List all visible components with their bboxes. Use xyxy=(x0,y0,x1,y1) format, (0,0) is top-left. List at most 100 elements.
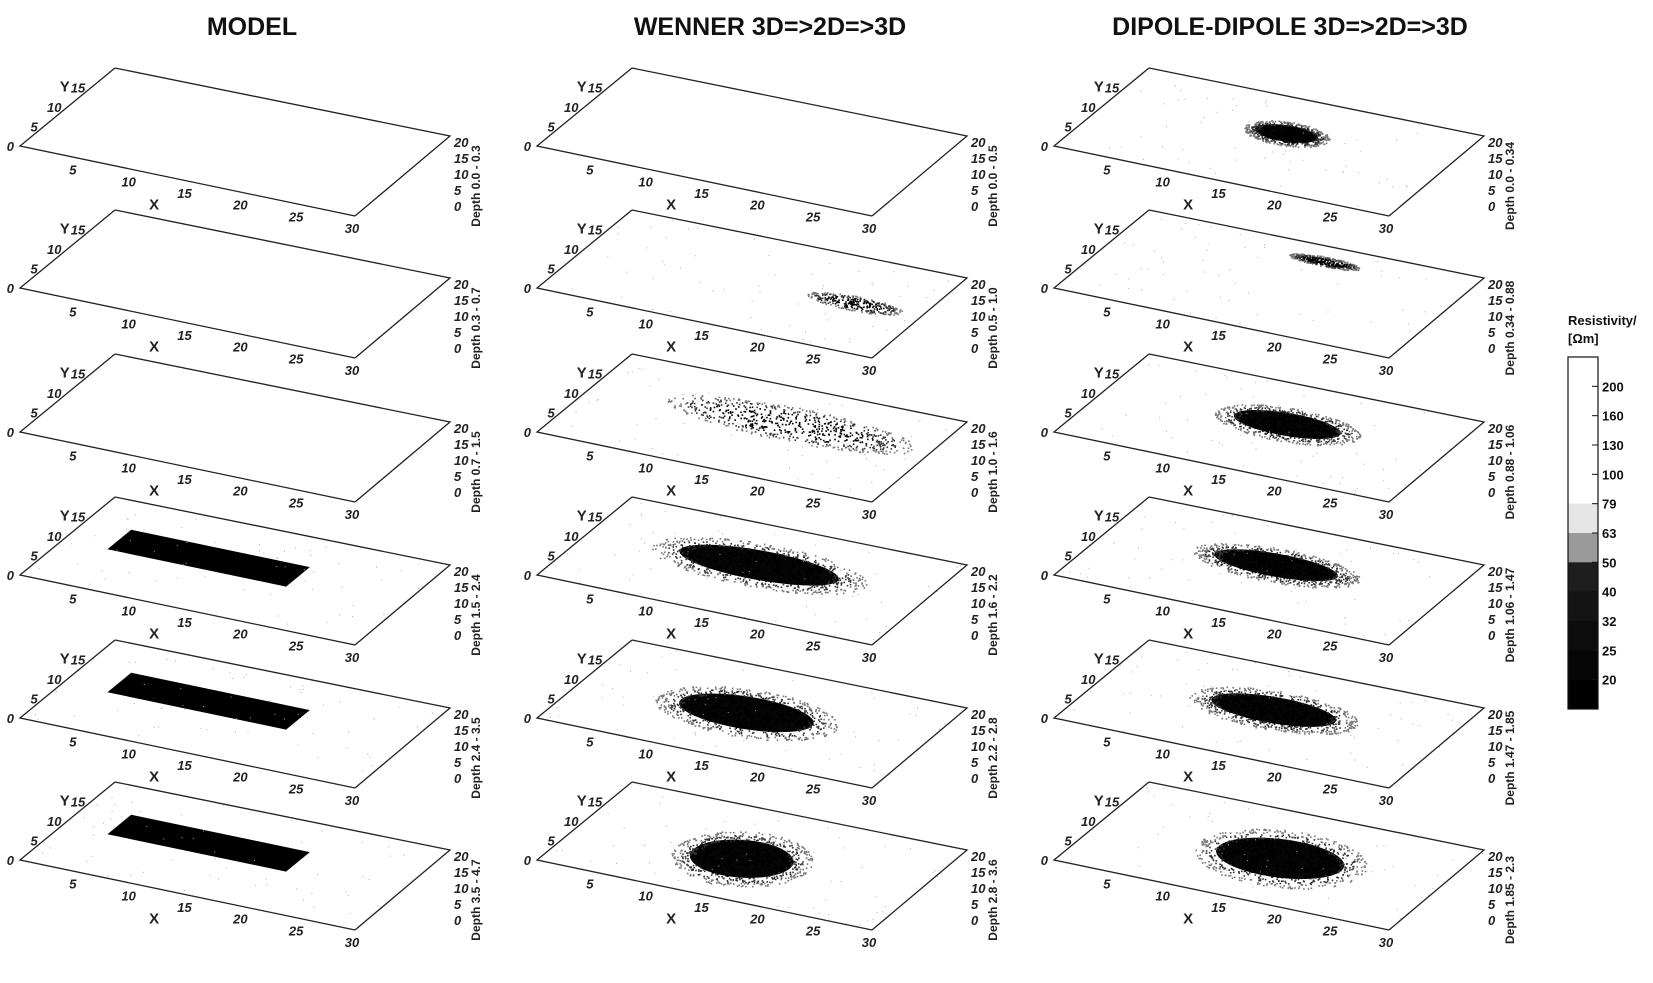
depth-range-label: Depth 0.3 - 0.7 xyxy=(469,287,483,369)
anomaly-speck xyxy=(1335,419,1338,422)
anomaly-speck xyxy=(697,573,700,576)
anomaly-speck xyxy=(764,550,766,553)
anomaly-speck xyxy=(1236,412,1238,415)
anomaly-speck xyxy=(756,402,759,404)
anomaly-speck xyxy=(1300,135,1303,138)
anomaly-speck xyxy=(1336,262,1338,265)
anomaly-speck xyxy=(808,293,810,296)
anomaly-speck xyxy=(1261,406,1264,409)
anomaly-speck xyxy=(865,442,868,445)
background-speck xyxy=(1186,290,1188,292)
anomaly-speck xyxy=(846,296,849,299)
background-speck xyxy=(1206,97,1208,99)
anomaly-speck xyxy=(811,295,813,298)
anomaly-speck xyxy=(1293,418,1296,421)
anomaly-speck xyxy=(1253,128,1255,131)
background-speck xyxy=(1239,234,1241,235)
anomaly-speck xyxy=(681,544,683,547)
anomaly-speck xyxy=(1258,547,1260,550)
anomaly-speck xyxy=(1283,410,1286,412)
anomaly-speck xyxy=(721,541,724,543)
anomaly-speck xyxy=(1281,422,1284,425)
anomaly-speck xyxy=(741,425,744,427)
background-speck xyxy=(759,291,761,293)
anomaly-speck xyxy=(1231,547,1233,549)
anomaly-speck xyxy=(1265,404,1267,407)
x-tick-label: 15 xyxy=(694,186,709,201)
anomaly-speck xyxy=(811,583,814,585)
anomaly-speck xyxy=(781,554,784,557)
anomaly-speck xyxy=(852,296,854,298)
background-speck xyxy=(1339,483,1341,484)
anomaly-speck xyxy=(766,416,768,419)
anomaly-speck xyxy=(1274,431,1277,433)
anomaly-speck xyxy=(779,429,781,431)
anomaly-speck xyxy=(849,449,851,452)
anomaly-speck xyxy=(772,588,775,591)
background-speck xyxy=(1204,271,1206,273)
anomaly-speck xyxy=(849,581,852,583)
background-speck xyxy=(649,385,651,387)
anomaly-speck xyxy=(741,428,743,431)
anomaly-speck xyxy=(1312,429,1314,431)
anomaly-speck xyxy=(838,306,840,309)
anomaly-speck xyxy=(752,574,754,576)
z-tick-label: 10 xyxy=(1488,453,1503,468)
anomaly-speck xyxy=(703,569,706,572)
background-speck xyxy=(640,515,642,517)
x-tick-label: 20 xyxy=(749,627,765,642)
y-tick-label: 0 xyxy=(524,568,532,583)
anomaly-speck xyxy=(1310,434,1312,437)
anomaly-speck xyxy=(774,433,776,436)
anomaly-speck xyxy=(1227,558,1230,560)
anomaly-speck xyxy=(720,566,722,568)
anomaly-speck xyxy=(1352,269,1355,271)
anomaly-speck xyxy=(1318,257,1321,259)
anomaly-speck xyxy=(1290,409,1293,411)
anomaly-speck xyxy=(1337,427,1340,430)
anomaly-speck xyxy=(1266,571,1268,573)
y-axis-label: Y xyxy=(577,364,587,381)
background-speck xyxy=(1234,282,1236,284)
anomaly-speck xyxy=(890,307,893,310)
anomaly-speck xyxy=(834,299,837,302)
anomaly-speck xyxy=(669,543,671,546)
y-tick-label: 0 xyxy=(524,139,532,154)
anomaly-speck xyxy=(1317,441,1319,444)
anomaly-speck xyxy=(1234,424,1236,426)
anomaly-speck xyxy=(798,423,801,426)
anomaly-speck xyxy=(884,431,887,433)
anomaly-speck xyxy=(908,440,910,442)
anomaly-speck xyxy=(860,309,863,312)
anomaly-speck xyxy=(832,582,835,585)
anomaly-speck xyxy=(809,584,812,586)
anomaly-speck xyxy=(1269,423,1271,426)
anomaly-speck xyxy=(1288,136,1290,139)
anomaly-speck xyxy=(744,555,746,557)
anomaly-speck xyxy=(1257,418,1259,420)
anomaly-speck xyxy=(1248,416,1250,419)
anomaly-speck xyxy=(799,563,802,566)
anomaly-speck xyxy=(1237,551,1240,554)
anomaly-speck xyxy=(1328,420,1331,422)
anomaly-speck xyxy=(1273,421,1276,423)
anomaly-speck xyxy=(1347,433,1349,435)
x-tick-label: 5 xyxy=(1103,305,1111,320)
anomaly-speck xyxy=(725,555,728,557)
anomaly-speck xyxy=(795,590,797,592)
anomaly-speck xyxy=(728,539,730,541)
anomaly-speck xyxy=(817,420,820,422)
background-speck xyxy=(1200,121,1202,123)
anomaly-speck xyxy=(1286,427,1289,429)
anomaly-speck xyxy=(1308,568,1310,570)
anomaly-speck xyxy=(1249,134,1251,137)
anomaly-speck xyxy=(1311,418,1313,421)
background-speck xyxy=(712,290,714,292)
x-tick-label: 30 xyxy=(345,221,360,236)
anomaly-speck xyxy=(1290,127,1293,130)
anomaly-speck xyxy=(736,569,739,572)
anomaly-speck xyxy=(1310,261,1312,264)
anomaly-speck xyxy=(709,543,711,546)
anomaly-speck xyxy=(712,410,715,413)
anomaly-speck xyxy=(711,554,714,557)
